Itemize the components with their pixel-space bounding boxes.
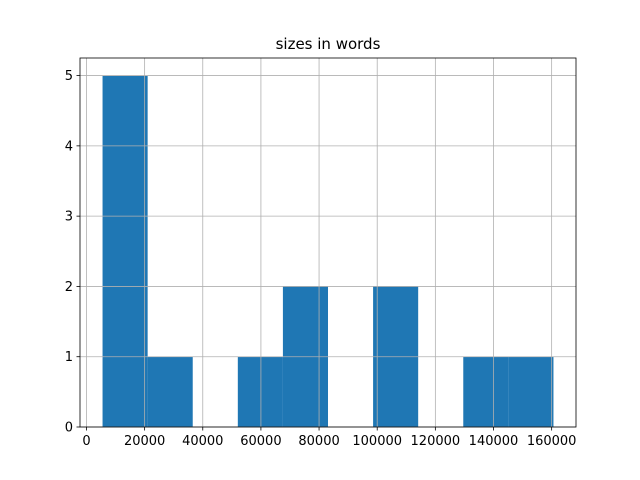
x-tick-label: 140000 (469, 434, 519, 449)
x-tick-label: 120000 (411, 434, 461, 449)
y-tick-label: 1 (65, 350, 73, 365)
bar (147, 356, 193, 427)
bar (463, 356, 509, 427)
chart-title: sizes in words (276, 35, 381, 53)
y-tick-label: 4 (65, 139, 73, 154)
axes-frame (79, 57, 577, 428)
bar (237, 356, 283, 427)
y-tick-label: 5 (65, 69, 73, 84)
bar (508, 356, 554, 427)
x-tick-label: 100000 (352, 434, 402, 449)
x-tick-label: 40000 (182, 434, 223, 449)
x-tick-label: 160000 (527, 434, 577, 449)
x-tick-label: 20000 (124, 434, 165, 449)
bar (102, 75, 148, 428)
y-tick-label: 3 (65, 210, 73, 225)
x-tick-label: 60000 (240, 434, 281, 449)
y-tick-label: 0 (65, 421, 73, 436)
x-tick-label: 0 (82, 434, 90, 449)
y-tick-label: 2 (65, 280, 73, 295)
x-tick-label: 80000 (298, 434, 339, 449)
